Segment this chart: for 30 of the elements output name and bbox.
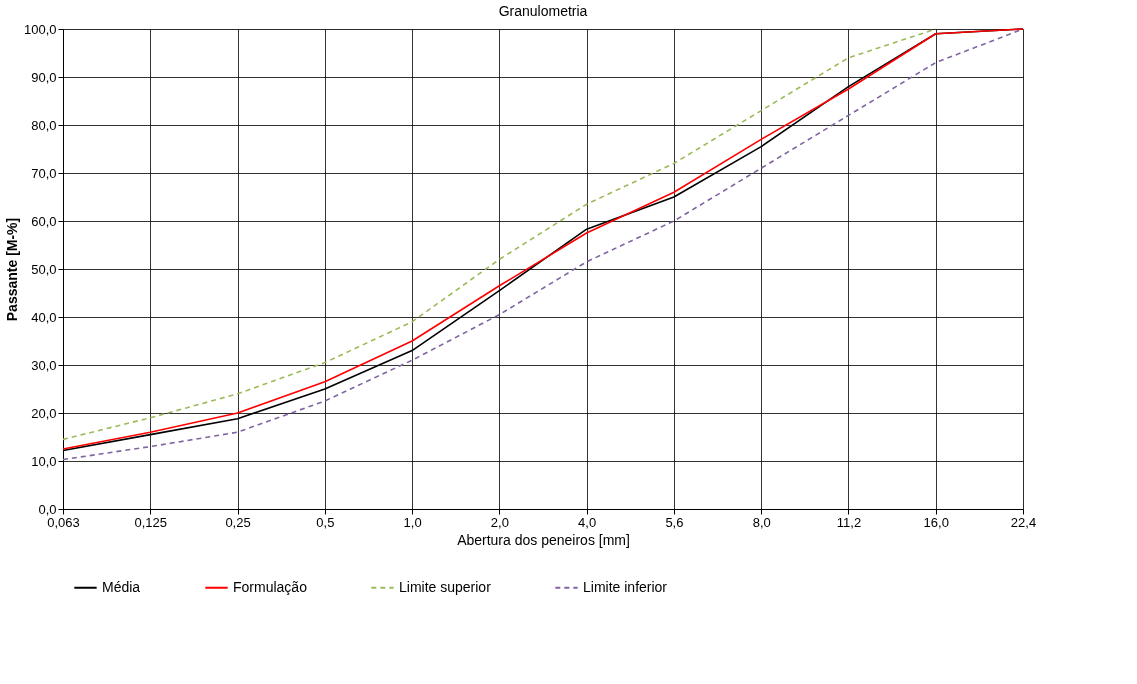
y-tick-label: 10,0 <box>31 453 57 469</box>
y-tick-label: 50,0 <box>31 261 57 277</box>
legend-label: Limite superior <box>399 578 492 595</box>
y-tick-label: 100,0 <box>23 21 57 37</box>
y-tick-label: 90,0 <box>31 69 57 85</box>
y-tick-label: 60,0 <box>31 213 57 229</box>
x-axis-title: Abertura dos peneiros [mm] <box>457 531 630 548</box>
x-tick-label: 22,4 <box>1010 514 1037 530</box>
legend-label: Formulação <box>233 578 308 595</box>
y-tick-label: 40,0 <box>31 309 57 325</box>
y-tick-label: 0,0 <box>38 501 57 517</box>
y-axis-title: Passante [M-%] <box>3 217 20 322</box>
x-tick-label: 5,6 <box>665 514 684 530</box>
y-tick-label: 20,0 <box>31 405 57 421</box>
x-tick-label: 16,0 <box>923 514 949 530</box>
x-tick-label: 4,0 <box>578 514 597 530</box>
x-tick-label: 0,063 <box>47 514 80 530</box>
x-tick-label: 0,5 <box>316 514 335 530</box>
x-tick-label: 0,25 <box>225 514 251 530</box>
y-tick-label: 30,0 <box>31 357 57 373</box>
x-tick-label: 0,125 <box>134 514 168 530</box>
x-tick-label: 11,2 <box>836 514 862 530</box>
x-tick-label: 2,0 <box>490 514 509 530</box>
x-tick-label: 8,0 <box>752 514 771 530</box>
y-tick-label: 80,0 <box>31 117 57 133</box>
legend-label: Limite inferior <box>583 578 668 595</box>
legend-label: Média <box>102 578 141 595</box>
chart-title: Granulometria <box>498 3 588 19</box>
y-tick-label: 70,0 <box>31 165 57 181</box>
x-tick-label: 1,0 <box>403 514 422 530</box>
